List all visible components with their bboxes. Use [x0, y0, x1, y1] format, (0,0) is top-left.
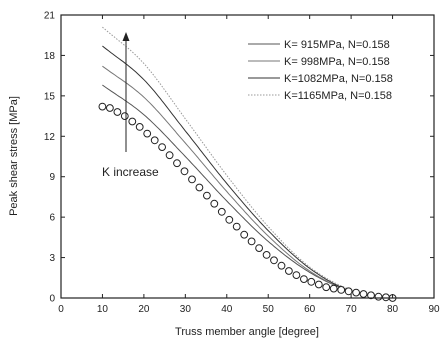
x-tick-label: 40: [221, 304, 233, 315]
tick-layer: 0 10 20 30 40 50 60 70 80 90 0 3 6 9 12 15 18 21: [44, 11, 440, 316]
marker-layer: [98, 102, 397, 302]
data-point-marker: [247, 237, 256, 246]
data-point-marker: [210, 199, 219, 208]
data-point-marker: [337, 286, 346, 294]
data-point-marker: [367, 291, 375, 300]
data-point-marker: [135, 123, 144, 131]
plot-frame: [60, 14, 435, 299]
x-tick-label: 50: [263, 304, 275, 315]
data-point-marker: [217, 207, 226, 216]
data-point-marker: [180, 167, 189, 176]
data-point-marker: [300, 275, 308, 284]
data-point-marker: [352, 288, 361, 297]
y-tick-label: 15: [44, 91, 56, 102]
data-point-marker: [374, 292, 383, 301]
data-point-marker: [240, 230, 249, 239]
y-tick-label: 21: [44, 11, 56, 22]
x-tick-label: 30: [180, 304, 192, 315]
y-tick-label: 9: [49, 172, 55, 183]
x-tick-label: 10: [97, 304, 109, 315]
data-point-marker: [165, 151, 174, 160]
data-point-marker: [382, 293, 390, 302]
data-point-marker: [195, 183, 204, 192]
data-point-marker: [322, 283, 331, 292]
data-point-marker: [150, 136, 159, 145]
data-point-marker: [203, 191, 211, 200]
legend-label: K=1165MPa, N=0.158: [284, 90, 392, 102]
x-tick-label: 70: [346, 304, 358, 315]
y-axis-label: Peak shear stress [MPa]: [8, 96, 20, 216]
x-tick-label: 90: [428, 304, 440, 315]
data-point-marker: [113, 108, 122, 116]
data-point-marker: [314, 280, 323, 289]
data-point-marker: [307, 277, 316, 286]
y-tick-label: 0: [49, 294, 55, 305]
data-point-marker: [292, 271, 301, 280]
series-line-1: [102, 84, 393, 299]
y-tick-label: 3: [49, 253, 55, 264]
data-point-marker: [188, 175, 196, 184]
data-point-marker: [359, 290, 368, 298]
annotation-text: K increase: [102, 165, 159, 179]
data-point-marker: [143, 129, 152, 138]
data-point-marker: [255, 244, 264, 253]
data-point-marker: [277, 261, 286, 270]
x-tick-label: 0: [58, 304, 64, 315]
series-line-4: [102, 26, 393, 299]
y-tick-label: 6: [49, 213, 55, 224]
legend-label: K= 915MPa, N=0.158: [284, 39, 390, 51]
data-point-marker: [225, 215, 234, 224]
data-point-marker: [270, 256, 278, 265]
data-point-marker: [128, 117, 137, 126]
data-point-marker: [173, 159, 181, 168]
data-point-marker: [120, 112, 129, 120]
legend-label: K= 998MPa, N=0.158: [284, 56, 390, 68]
legend-label: K=1082MPa, N=0.158: [284, 73, 393, 85]
data-point-marker: [329, 284, 338, 293]
y-tick-label: 18: [44, 51, 56, 62]
annotation-arrow-head: [122, 32, 130, 41]
x-tick-label: 20: [138, 304, 150, 315]
x-tick-label: 60: [304, 304, 316, 315]
x-tick-label: 80: [387, 304, 399, 315]
data-point-marker: [285, 267, 293, 275]
data-point-marker: [106, 104, 114, 112]
legend-layer: K= 915MPa, N=0.158 K= 998MPa, N=0.158 K=10…: [248, 39, 393, 102]
data-point-marker: [98, 102, 107, 111]
y-tick-label: 12: [44, 132, 56, 143]
data-point-marker: [344, 287, 353, 296]
x-axis-label: Truss member angle [degree]: [175, 326, 319, 338]
data-point-marker: [262, 251, 271, 259]
data-point-marker: [158, 143, 167, 152]
data-point-marker: [232, 222, 241, 231]
